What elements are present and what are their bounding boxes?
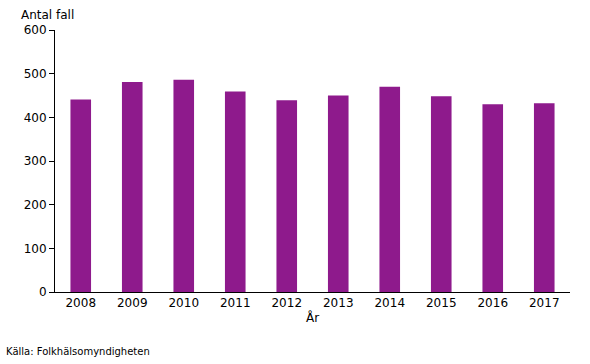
svg-text:Källa: Folkhälsomyndigheten: Källa: Folkhälsomyndigheten: [6, 346, 150, 357]
svg-text:2011: 2011: [220, 296, 251, 310]
svg-text:2015: 2015: [426, 296, 457, 310]
svg-text:2008: 2008: [65, 296, 96, 310]
svg-text:2009: 2009: [117, 296, 148, 310]
svg-text:2012: 2012: [271, 296, 302, 310]
svg-text:2010: 2010: [168, 296, 199, 310]
svg-text:500: 500: [24, 67, 47, 81]
svg-text:År: År: [306, 310, 319, 325]
svg-text:2017: 2017: [529, 296, 560, 310]
svg-text:200: 200: [24, 198, 47, 212]
svg-text:2016: 2016: [477, 296, 508, 310]
svg-text:Antal fall: Antal fall: [21, 8, 74, 22]
svg-text:2014: 2014: [374, 296, 405, 310]
svg-text:600: 600: [24, 23, 47, 37]
svg-text:300: 300: [24, 154, 47, 168]
svg-text:100: 100: [24, 242, 47, 256]
svg-text:0: 0: [39, 285, 47, 299]
svg-text:2013: 2013: [323, 296, 354, 310]
svg-text:400: 400: [24, 111, 47, 125]
